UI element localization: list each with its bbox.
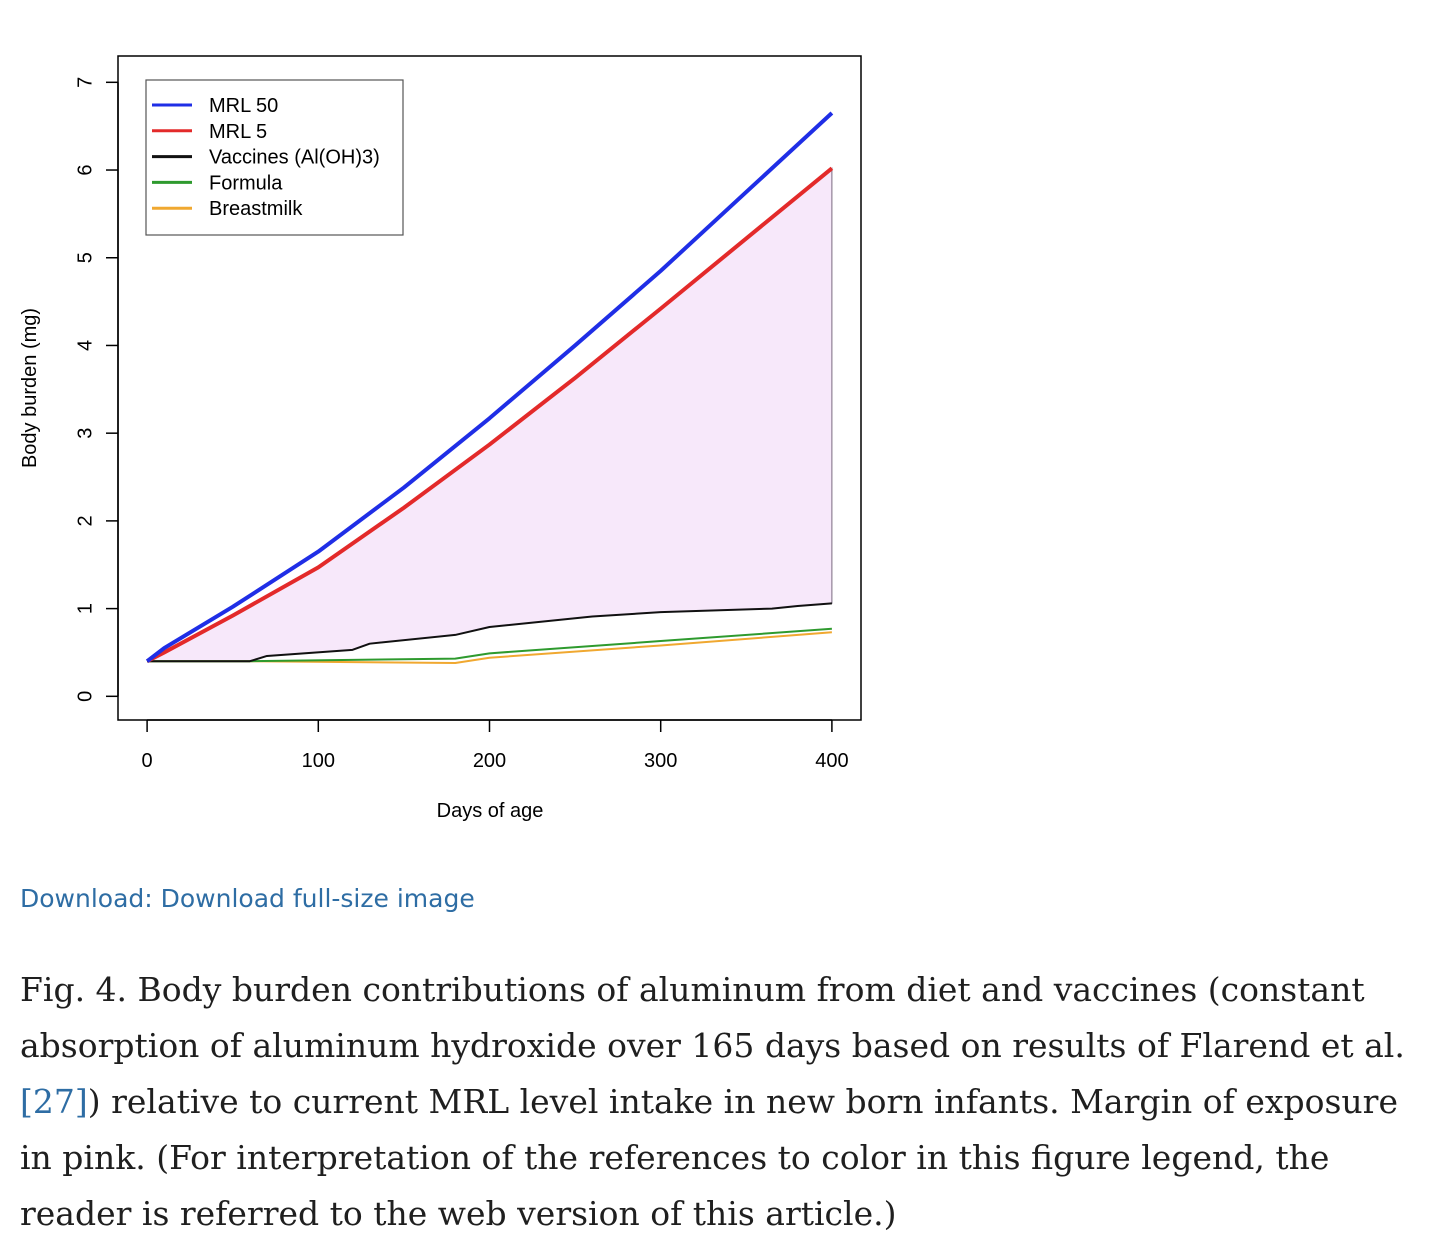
- y-axis: 0 1 2 3 4 5 6 7: [74, 77, 119, 702]
- x-tick-label-400: 400: [815, 750, 848, 772]
- y-tick-label-0: 0: [74, 691, 96, 702]
- caption-text-start: Fig. 4. Body burden contributions of alu…: [20, 970, 1405, 1065]
- legend-label-formula: Formula: [209, 172, 283, 194]
- y-tick-label-6: 6: [74, 164, 96, 175]
- figure-caption: Fig. 4. Body burden contributions of alu…: [20, 962, 1440, 1242]
- series-line-mrl-50: [145, 111, 834, 663]
- y-tick-label-3: 3: [74, 428, 96, 439]
- x-tick-label-300: 300: [644, 750, 677, 772]
- y-tick-label-2: 2: [74, 515, 96, 526]
- x-tick-label-0: 0: [142, 750, 153, 772]
- y-tick-label-7: 7: [74, 77, 96, 88]
- legend-label-mrl-50: MRL 50: [209, 95, 278, 117]
- x-axis-label: Days of age: [437, 800, 544, 822]
- x-tick-label-100: 100: [302, 750, 335, 772]
- legend-label-breastmilk: Breastmilk: [209, 198, 303, 220]
- series-line-vaccines-al-oh-3: [147, 602, 832, 663]
- caption-text-end: ) relative to current MRL level intake i…: [20, 1082, 1398, 1233]
- y-axis-label: Body burden (mg): [19, 308, 41, 468]
- y-tick-label-1: 1: [74, 603, 96, 614]
- y-tick-label-4: 4: [74, 340, 96, 351]
- x-tick-label-200: 200: [473, 750, 506, 772]
- series-lines: [145, 111, 834, 664]
- margin-of-exposure-area: [146, 167, 833, 662]
- y-tick-label-5: 5: [74, 252, 96, 263]
- x-axis: 0 100 200 300 400: [142, 719, 849, 772]
- legend-label-mrl-5: MRL 5: [209, 121, 267, 143]
- download-full-size-link[interactable]: Download: Download full-size image: [20, 884, 475, 913]
- reference-link-27[interactable]: [27]: [20, 1082, 88, 1121]
- margin-of-exposure-fill: [146, 167, 833, 662]
- legend: MRL 50 MRL 5 Vaccines (Al(OH)3) Formula Brea…: [145, 79, 404, 236]
- chart: 0 100 200 300 400 0 1 2 3 4 5 6 7 Days of age Body …: [19, 55, 862, 822]
- legend-label-vaccines-al-oh-3: Vaccines (Al(OH)3): [209, 147, 380, 169]
- series-line-mrl-5: [146, 166, 834, 664]
